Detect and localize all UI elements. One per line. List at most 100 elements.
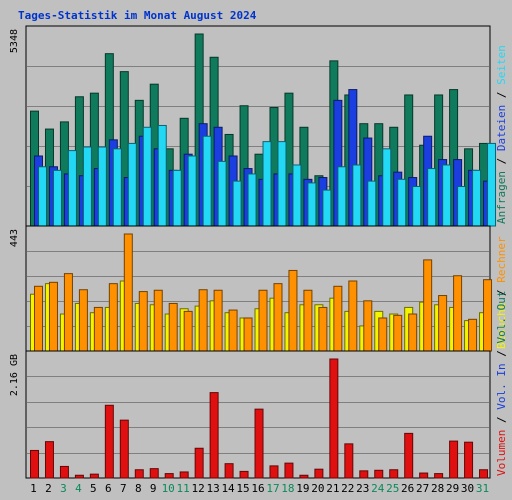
bar-rechner-day-22 [348, 280, 358, 352]
bar-seiten-day-14 [232, 180, 242, 227]
bar-volumen-day-30 [464, 441, 474, 479]
x-tick-label-day-30: 30 [461, 482, 474, 495]
bar-volumen-day-27 [419, 472, 429, 479]
x-tick-label-day-21: 21 [326, 482, 339, 495]
bar-seiten-day-30 [472, 169, 482, 227]
bar-volumen-day-16 [254, 408, 264, 479]
x-tick-label-day-14: 14 [221, 482, 235, 495]
bar-rechner-day-18 [288, 269, 298, 352]
bar-volumen-day-5 [89, 473, 99, 479]
bar-volumen-day-4 [74, 474, 84, 479]
panel-1-legend: Anfragen / Dateien / Seiten [495, 45, 508, 224]
bar-volumen-day-24 [374, 469, 384, 479]
bar-seiten-day-29 [457, 186, 467, 227]
legend-item-rechner: Rechner [495, 236, 508, 283]
legend-item-volumen: Volumen [495, 430, 508, 476]
legend-item-dateien: Dateien [495, 105, 508, 151]
x-tick-label-day-1: 1 [30, 482, 37, 495]
chart-panels: 5348 Anfragen / Dateien / Seiten 443 Besuch… [9, 25, 508, 479]
panel-1: 5348 Anfragen / Dateien / Seiten [9, 25, 508, 227]
legend-separator: / [495, 85, 508, 105]
bar-rechner-day-13 [213, 289, 223, 352]
bar-rechner-day-14 [228, 309, 238, 352]
bar-volumen-day-17 [269, 465, 279, 479]
bar-seiten-day-16 [262, 141, 272, 227]
x-tick-label-day-28: 28 [431, 482, 444, 495]
bar-volumen-day-1 [30, 449, 39, 479]
x-tick-label-day-9: 9 [150, 482, 157, 495]
x-tick-label-day-4: 4 [75, 482, 82, 495]
bar-seiten-day-20 [322, 189, 332, 227]
panel-1-ymax-label: 5348 [9, 29, 20, 53]
bar-seiten-day-25 [397, 178, 407, 227]
bar-seiten-day-4 [82, 146, 92, 227]
legend-item-vol-out: Vol. Out [495, 291, 508, 344]
x-tick-label-day-16: 16 [251, 482, 264, 495]
bar-seiten-day-23 [367, 180, 377, 227]
bar-rechner-day-16 [258, 289, 268, 352]
bar-seiten-day-27 [427, 168, 437, 227]
bar-seiten-day-10 [172, 169, 182, 227]
bar-seiten-day-1 [38, 166, 47, 227]
x-tick-label-day-8: 8 [135, 482, 142, 495]
bar-rechner-day-6 [108, 283, 118, 352]
bar-volumen-day-20 [314, 468, 324, 479]
bar-volumen-day-31 [479, 469, 489, 479]
x-tick-label-day-7: 7 [120, 482, 127, 495]
bar-volumen-day-23 [359, 470, 369, 479]
x-tick-label-day-3: 3 [60, 482, 67, 495]
x-tick-label-day-20: 20 [311, 482, 324, 495]
bar-volumen-day-22 [344, 443, 354, 479]
bar-volumen-day-7 [119, 419, 129, 479]
x-tick-label-day-12: 12 [192, 482, 205, 495]
x-tick-label-day-31: 31 [476, 482, 489, 495]
bar-rechner-day-1 [34, 285, 43, 352]
bar-seiten-day-6 [112, 148, 122, 227]
bar-seiten-day-19 [307, 182, 317, 227]
x-tick-label-day-22: 22 [341, 482, 354, 495]
bar-rechner-day-24 [378, 317, 388, 352]
legend-item-vol-in: Vol. In [495, 363, 508, 409]
bar-volumen-day-21 [329, 358, 339, 479]
bar-volumen-day-12 [194, 447, 204, 479]
bar-rechner-day-20 [318, 306, 328, 352]
bar-volumen-day-3 [59, 465, 69, 479]
x-tick-label-day-11: 11 [177, 482, 190, 495]
bar-rechner-day-10 [168, 302, 178, 352]
panel-2-ymax-label: 443 [9, 229, 20, 247]
legend-item-seiten: Seiten [495, 45, 508, 85]
bar-rechner-day-12 [198, 289, 208, 352]
x-tick-label-day-15: 15 [236, 482, 249, 495]
x-tick-label-day-29: 29 [446, 482, 459, 495]
bar-seiten-day-24 [382, 148, 392, 227]
x-tick-label-day-18: 18 [281, 482, 294, 495]
legend-item-besuche: Besuche [495, 303, 508, 349]
x-tick-label-day-5: 5 [90, 482, 97, 495]
panel-3: 2.16 GB Volumen / Vol. In / Vol. Out [9, 291, 508, 479]
bar-volumen-day-25 [389, 469, 399, 479]
bar-rechner-day-2 [48, 281, 58, 352]
bar-rechner-day-7 [123, 233, 133, 352]
x-tick-label-day-17: 17 [266, 482, 279, 495]
bar-seiten-day-21 [337, 166, 347, 227]
bar-rechner-day-31 [483, 279, 493, 352]
bar-rechner-day-9 [153, 289, 163, 352]
bar-rechner-day-26 [408, 313, 418, 352]
bar-volumen-day-11 [179, 471, 189, 479]
bar-rechner-day-29 [453, 275, 463, 352]
bar-seiten-day-31 [487, 142, 497, 227]
bar-seiten-day-28 [442, 164, 452, 227]
chart-title: Tages-Statistik im Monat August 2024 [18, 9, 257, 22]
bar-seiten-day-7 [127, 142, 137, 227]
bar-volumen-day-13 [209, 392, 219, 479]
bar-rechner-day-8 [138, 291, 148, 352]
bar-volumen-day-6 [104, 404, 114, 479]
bar-rechner-day-21 [333, 285, 343, 352]
bar-rechner-day-5 [93, 306, 103, 352]
bar-volumen-day-10 [164, 473, 174, 479]
x-tick-label-day-27: 27 [416, 482, 429, 495]
bar-rechner-day-11 [183, 310, 193, 352]
bar-volumen-day-28 [434, 473, 444, 479]
x-tick-label-day-26: 26 [401, 482, 414, 495]
